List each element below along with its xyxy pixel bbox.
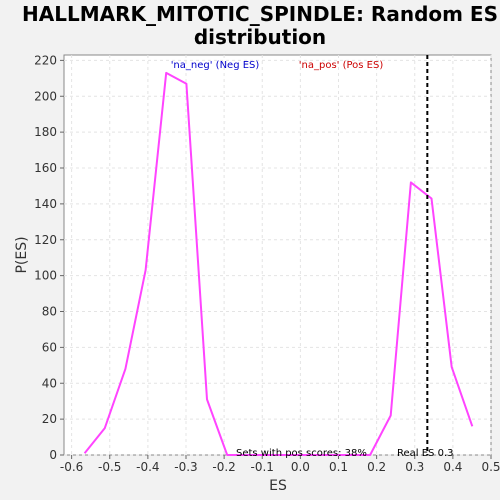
x-tick-label: 0.4 <box>443 460 462 474</box>
chart-title-line-2: distribution <box>194 25 326 49</box>
y-tick-label: 120 <box>34 233 57 247</box>
chart-title-line-1: HALLMARK_MITOTIC_SPINDLE: Random ES <box>22 2 498 26</box>
x-tick-label: -0.2 <box>212 460 235 474</box>
grid <box>64 55 492 456</box>
sets-pos-scores-annotation: Sets with pos scores: 38% <box>236 448 367 459</box>
legend-pos-label: 'na_pos' (Pos ES) <box>299 60 384 71</box>
x-tick-label: 0.5 <box>481 460 500 474</box>
x-tick-label: -0.5 <box>98 460 121 474</box>
x-tick-label: 0.2 <box>367 460 386 474</box>
real-es-annotation: Real ES 0.3 <box>397 448 453 459</box>
x-axis-label: ES <box>269 478 287 494</box>
y-tick-label: 100 <box>34 269 57 283</box>
y-tick-label: 60 <box>42 340 57 354</box>
y-tick-label: 0 <box>49 448 57 462</box>
x-tick-label: -0.3 <box>174 460 197 474</box>
y-tick-label: 140 <box>34 197 57 211</box>
y-tick-label: 80 <box>42 305 57 319</box>
y-tick-label: 220 <box>34 53 57 67</box>
x-tick-label: -0.1 <box>251 460 274 474</box>
y-tick-label: 40 <box>42 376 57 390</box>
y-tick-label: 180 <box>34 125 57 139</box>
x-tick-label: 0.3 <box>405 460 424 474</box>
y-axis: 0 20 40 60 80 100 120 140 160 180 200 220 <box>34 53 64 462</box>
x-tick-label: -0.6 <box>60 460 83 474</box>
y-axis-label: P(ES) <box>14 236 30 273</box>
x-tick-label: -0.4 <box>136 460 159 474</box>
x-tick-label: 0.1 <box>329 460 348 474</box>
y-tick-label: 160 <box>34 161 57 175</box>
x-tick-label: 0.0 <box>291 460 310 474</box>
legend-neg-label: 'na_neg' (Neg ES) <box>171 60 260 71</box>
y-tick-label: 20 <box>42 412 57 426</box>
y-tick-label: 200 <box>34 89 57 103</box>
x-axis: -0.6 -0.5 -0.4 -0.3 -0.2 -0.1 0.0 0.1 0.2 0.3 0.4 0… <box>60 455 500 474</box>
plot-area <box>63 54 492 456</box>
series-layer <box>83 71 474 456</box>
series-line <box>83 71 474 456</box>
